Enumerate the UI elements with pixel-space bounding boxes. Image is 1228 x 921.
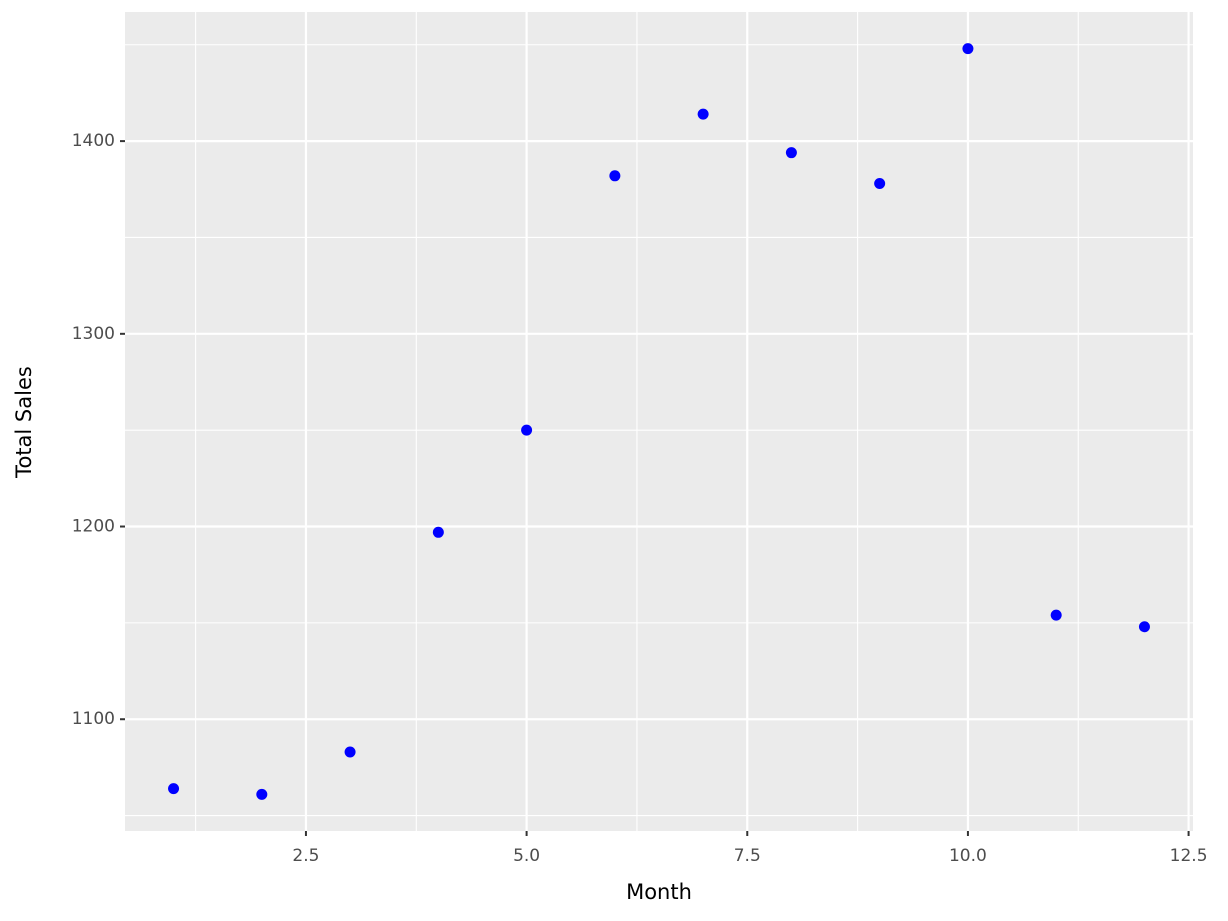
- point: [1138, 621, 1150, 633]
- y-tick-label: 1400: [72, 131, 115, 151]
- x-tick-label: 12.5: [1170, 846, 1208, 866]
- x-tick-label: 7.5: [734, 846, 761, 866]
- x-tick-label: 5.0: [513, 846, 540, 866]
- y-tick-label: 1100: [72, 709, 115, 729]
- x-tick-label: 10.0: [949, 846, 987, 866]
- x-tick-label: 2.5: [292, 846, 319, 866]
- y-tick-label: 1300: [72, 324, 115, 344]
- marks: [168, 43, 1150, 800]
- x-axis-title: Month: [626, 880, 692, 904]
- point: [962, 43, 974, 55]
- point: [697, 108, 709, 120]
- point: [256, 788, 268, 800]
- point: [432, 526, 444, 538]
- point: [344, 746, 356, 758]
- point: [609, 170, 621, 182]
- grid: [125, 12, 1193, 831]
- panel: [125, 12, 1193, 831]
- point: [874, 178, 886, 190]
- y-tick-label: 1200: [72, 517, 115, 537]
- point: [785, 147, 797, 159]
- point: [168, 783, 180, 795]
- y-axis-title: Total Sales: [12, 366, 36, 479]
- point: [1050, 609, 1062, 621]
- point: [521, 424, 533, 436]
